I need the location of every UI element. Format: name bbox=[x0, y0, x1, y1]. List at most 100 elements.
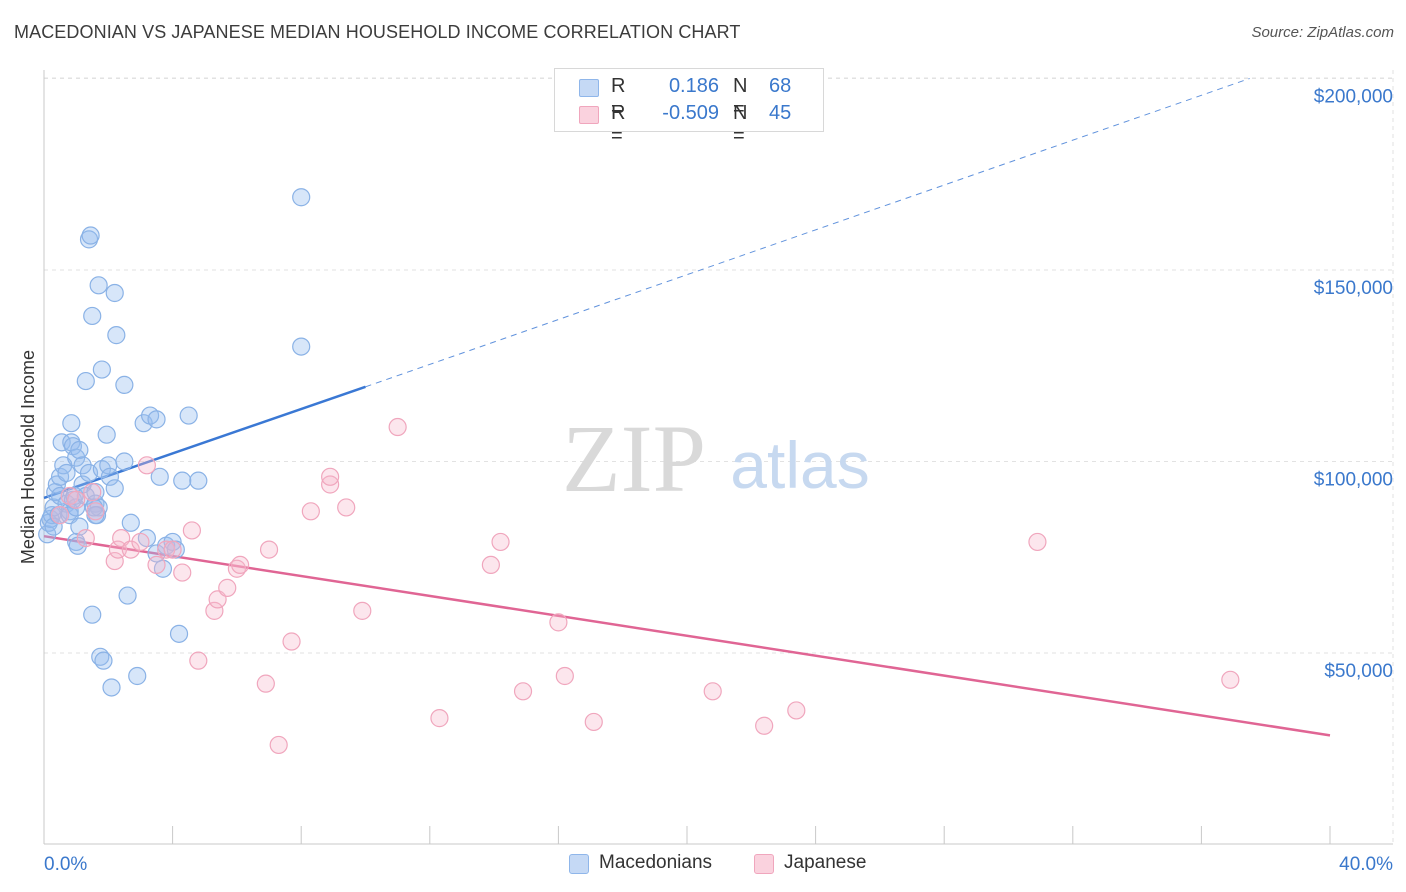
point-macedonians bbox=[52, 433, 71, 452]
trend-extension-macedonians bbox=[365, 78, 1250, 388]
point-japanese bbox=[259, 540, 279, 559]
point-macedonians bbox=[44, 517, 63, 536]
stats-r-label: R = bbox=[611, 75, 626, 120]
point-japanese bbox=[787, 701, 806, 720]
legend-swatch-japanese bbox=[754, 854, 774, 874]
watermark-zip: ZIP bbox=[562, 405, 706, 512]
point-japanese bbox=[321, 467, 340, 486]
point-japanese bbox=[513, 682, 533, 701]
stats-r-label: R = bbox=[611, 102, 626, 147]
point-macedonians bbox=[86, 506, 105, 525]
watermark: ZIP atlas bbox=[562, 405, 870, 512]
point-macedonians bbox=[107, 326, 126, 345]
point-japanese bbox=[301, 502, 320, 521]
point-macedonians bbox=[81, 226, 100, 245]
point-macedonians bbox=[62, 414, 81, 433]
watermark-atlas: atlas bbox=[730, 428, 869, 502]
point-japanese bbox=[105, 551, 124, 571]
chart-title: MACEDONIAN VS JAPANESE MEDIAN HOUSEHOLD … bbox=[14, 22, 741, 42]
point-japanese bbox=[321, 475, 340, 494]
point-macedonians bbox=[57, 463, 76, 483]
point-macedonians bbox=[118, 586, 137, 605]
trend-line-japanese bbox=[43, 534, 1331, 737]
source-label: Source: ZipAtlas.com bbox=[1251, 24, 1394, 41]
point-japanese bbox=[491, 532, 510, 552]
point-macedonians bbox=[102, 678, 121, 697]
point-japanese bbox=[388, 417, 407, 437]
point-macedonians bbox=[292, 337, 311, 356]
point-macedonians bbox=[94, 651, 113, 670]
point-japanese bbox=[481, 555, 500, 575]
point-japanese bbox=[67, 490, 86, 509]
point-japanese bbox=[1028, 532, 1047, 552]
point-macedonians bbox=[189, 471, 208, 490]
stats-n-value: 45 bbox=[769, 102, 792, 124]
point-japanese bbox=[189, 651, 208, 670]
point-japanese bbox=[76, 528, 95, 548]
stats-swatch-japanese bbox=[579, 106, 599, 124]
point-macedonians bbox=[179, 406, 198, 425]
point-japanese bbox=[173, 563, 192, 582]
point-japanese bbox=[231, 555, 250, 575]
point-macedonians bbox=[150, 467, 169, 486]
point-japanese bbox=[50, 506, 70, 525]
point-japanese bbox=[282, 632, 301, 651]
point-japanese bbox=[584, 712, 603, 732]
point-japanese bbox=[269, 735, 288, 755]
stats-n-value: 68 bbox=[769, 75, 792, 97]
legend-swatch-macedonians bbox=[569, 854, 589, 874]
point-macedonians bbox=[169, 624, 189, 643]
y-tick-label: $100,000 bbox=[1314, 470, 1393, 491]
point-macedonians bbox=[76, 371, 95, 391]
stats-r-value: 0.186 bbox=[668, 75, 719, 97]
y-tick-label: $150,000 bbox=[1314, 278, 1393, 299]
trend-line-macedonians bbox=[43, 385, 366, 500]
point-macedonians bbox=[100, 467, 120, 486]
point-macedonians bbox=[70, 517, 89, 536]
stats-n-label: N = bbox=[733, 75, 748, 120]
point-japanese bbox=[755, 716, 774, 735]
point-japanese bbox=[163, 540, 182, 559]
point-macedonians bbox=[121, 513, 140, 532]
point-macedonians bbox=[115, 375, 134, 394]
point-macedonians bbox=[292, 188, 311, 207]
point-japanese bbox=[137, 456, 156, 475]
legend-label-japanese: Japanese bbox=[784, 852, 867, 873]
point-japanese bbox=[83, 483, 102, 502]
stats-swatch-macedonians bbox=[579, 79, 599, 97]
point-japanese bbox=[555, 666, 574, 686]
y-tick-label: $200,000 bbox=[1314, 87, 1393, 108]
stats-r-value: -0.509 bbox=[662, 102, 719, 124]
point-japanese bbox=[1221, 670, 1240, 689]
point-macedonians bbox=[83, 306, 102, 326]
point-japanese bbox=[86, 502, 105, 521]
axis-labels: $50,000 $100,000 $150,000 $200,000 0.0% 40.0%… bbox=[18, 87, 1393, 876]
y-axis-title: Median Household Income bbox=[18, 350, 38, 564]
point-japanese bbox=[157, 540, 176, 559]
point-macedonians bbox=[115, 452, 134, 471]
trend-lines bbox=[43, 78, 1331, 737]
x-tick-label-max: 40.0% bbox=[1339, 854, 1393, 875]
point-macedonians bbox=[83, 605, 102, 624]
point-japanese bbox=[205, 601, 224, 620]
stats-n-label: N = bbox=[733, 102, 748, 147]
grid-lines bbox=[44, 70, 1394, 844]
stats-box: R = 0.186 N = 68 R = -0.509 N = 45 bbox=[554, 68, 824, 147]
point-japanese bbox=[218, 578, 237, 597]
point-japanese bbox=[337, 498, 356, 517]
point-japanese bbox=[256, 674, 275, 693]
point-macedonians bbox=[173, 471, 192, 490]
point-japanese bbox=[121, 540, 140, 559]
point-japanese bbox=[147, 555, 166, 575]
point-japanese bbox=[430, 709, 449, 728]
axes bbox=[43, 70, 1393, 845]
point-macedonians bbox=[147, 410, 166, 429]
point-japanese bbox=[353, 601, 372, 620]
point-macedonians bbox=[105, 283, 124, 303]
point-macedonians bbox=[89, 276, 108, 295]
y-tick-label: $50,000 bbox=[1324, 661, 1393, 682]
legend-label-macedonians: Macedonians bbox=[599, 852, 713, 873]
x-tick-label-min: 0.0% bbox=[44, 854, 87, 875]
point-japanese bbox=[182, 521, 201, 540]
